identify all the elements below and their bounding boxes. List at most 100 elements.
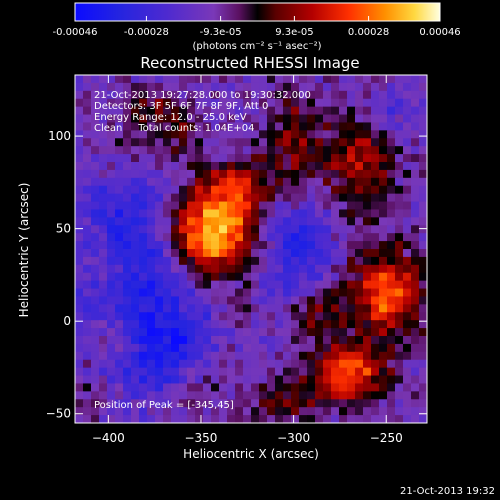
heatmap-cell bbox=[235, 233, 244, 242]
heatmap-cell bbox=[115, 336, 124, 345]
heatmap-cell bbox=[195, 185, 204, 195]
heatmap-cell bbox=[403, 383, 412, 392]
heatmap-cell bbox=[75, 351, 84, 361]
heatmap-cell bbox=[187, 351, 196, 361]
heatmap-cell bbox=[219, 98, 228, 108]
heatmap-cell bbox=[123, 98, 132, 108]
heatmap-cell bbox=[371, 75, 380, 84]
heatmap-cell bbox=[291, 304, 300, 313]
heatmap-cell bbox=[243, 209, 252, 218]
heatmap-cell bbox=[339, 75, 348, 84]
heatmap-cell bbox=[251, 383, 260, 392]
heatmap-cell bbox=[163, 383, 172, 392]
heatmap-cell bbox=[219, 415, 228, 424]
heatmap-cell bbox=[363, 106, 372, 115]
heatmap-cell bbox=[227, 154, 236, 163]
heatmap-cell bbox=[195, 114, 204, 123]
heatmap-cell bbox=[267, 304, 276, 313]
heatmap-cell bbox=[331, 359, 340, 369]
heatmap-cell bbox=[355, 336, 364, 345]
heatmap-cell bbox=[307, 146, 316, 155]
heatmap-cell bbox=[107, 249, 116, 258]
heatmap-cell bbox=[211, 98, 220, 108]
heatmap-cell bbox=[403, 328, 412, 337]
heatmap-cell bbox=[227, 328, 236, 337]
heatmap-cell bbox=[195, 391, 204, 400]
heatmap-cell bbox=[115, 169, 124, 179]
heatmap-cell bbox=[395, 272, 404, 282]
heatmap-cell bbox=[331, 146, 340, 155]
heatmap-cell bbox=[419, 114, 428, 123]
heatmap-cell bbox=[323, 233, 332, 242]
heatmap-cell bbox=[283, 367, 292, 376]
heatmap-cell bbox=[379, 296, 388, 305]
heatmap-cell bbox=[323, 138, 332, 147]
heatmap-cell bbox=[211, 343, 220, 353]
heatmap-cell bbox=[419, 169, 428, 179]
heatmap-cell bbox=[395, 359, 404, 369]
heatmap-cell bbox=[315, 225, 324, 234]
heatmap-cell bbox=[187, 304, 196, 313]
heatmap-cell bbox=[371, 177, 380, 187]
heatmap-cell bbox=[75, 256, 84, 266]
heatmap-cell bbox=[235, 98, 244, 108]
heatmap-cell bbox=[203, 375, 212, 384]
heatmap-cell bbox=[131, 193, 140, 202]
heatmap-cell bbox=[419, 233, 428, 242]
heatmap-cell bbox=[195, 225, 204, 234]
heatmap-cell bbox=[411, 75, 420, 84]
heatmap-cell bbox=[347, 359, 356, 369]
heatmap-cell bbox=[171, 272, 180, 282]
heatmap-cell bbox=[339, 391, 348, 400]
heatmap-cell bbox=[315, 98, 324, 108]
heatmap-cell bbox=[339, 343, 348, 353]
heatmap-cell bbox=[203, 320, 212, 329]
heatmap-cell bbox=[299, 391, 308, 400]
heatmap-cell bbox=[307, 106, 316, 115]
heatmap-cell bbox=[307, 272, 316, 282]
heatmap-cell bbox=[227, 209, 236, 218]
heatmap-cell bbox=[291, 106, 300, 115]
heatmap-cell bbox=[83, 351, 92, 361]
heatmap-cell bbox=[83, 399, 92, 408]
heatmap-cell bbox=[371, 280, 380, 289]
heatmap-cell bbox=[283, 98, 292, 108]
heatmap-cell bbox=[91, 185, 100, 195]
heatmap-cell bbox=[371, 351, 380, 361]
heatmap-cell bbox=[107, 391, 116, 400]
heatmap-cell bbox=[227, 367, 236, 376]
heatmap-cell bbox=[75, 336, 84, 345]
heatmap-cell bbox=[323, 383, 332, 392]
heatmap-cell bbox=[91, 225, 100, 234]
heatmap-cell bbox=[259, 280, 268, 289]
heatmap-cell bbox=[195, 288, 204, 297]
heatmap-cell bbox=[163, 256, 172, 266]
heatmap-cell bbox=[187, 272, 196, 282]
heatmap-cell bbox=[299, 106, 308, 115]
heatmap-cell bbox=[395, 256, 404, 266]
heatmap-cell bbox=[355, 122, 364, 131]
heatmap-cell bbox=[163, 90, 172, 100]
heatmap-cell bbox=[259, 177, 268, 187]
heatmap-cell bbox=[379, 75, 388, 84]
heatmap-cell bbox=[171, 288, 180, 297]
heatmap-cell bbox=[259, 407, 268, 416]
heatmap-cell bbox=[331, 90, 340, 100]
heatmap-cell bbox=[99, 256, 108, 266]
heatmap-cell bbox=[403, 138, 412, 147]
heatmap-cell bbox=[347, 304, 356, 313]
heatmap-cell bbox=[243, 296, 252, 305]
heatmap-cell bbox=[259, 312, 268, 321]
heatmap-cell bbox=[339, 193, 348, 202]
heatmap-cell bbox=[403, 336, 412, 345]
heatmap-cell bbox=[99, 336, 108, 345]
heatmap-cell bbox=[211, 359, 220, 369]
heatmap-cell bbox=[283, 82, 292, 92]
heatmap-cell bbox=[307, 154, 316, 163]
heatmap-cell bbox=[411, 296, 420, 305]
heatmap-cell bbox=[411, 407, 420, 416]
heatmap-cell bbox=[371, 201, 380, 210]
heatmap-cell bbox=[163, 201, 172, 210]
heatmap-cell bbox=[107, 185, 116, 195]
heatmap-cell bbox=[379, 241, 388, 250]
